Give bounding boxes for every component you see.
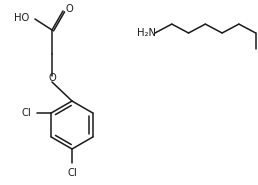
Text: O: O [48, 73, 56, 83]
Text: Cl: Cl [67, 168, 77, 178]
Text: O: O [66, 4, 74, 14]
Text: HO: HO [14, 13, 29, 23]
Text: Cl: Cl [22, 108, 31, 118]
Text: H₂N: H₂N [137, 28, 156, 38]
